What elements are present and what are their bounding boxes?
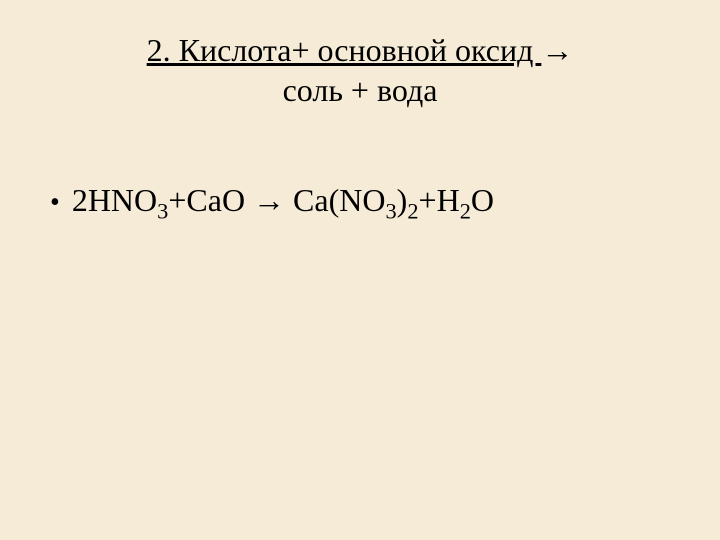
reactant2: CaO bbox=[186, 182, 245, 218]
plus2: + bbox=[419, 182, 437, 218]
coefficient: 2 bbox=[72, 182, 88, 218]
reactant1: HNO bbox=[88, 182, 157, 218]
title-line2: соль + вода bbox=[40, 70, 680, 110]
slide-container: 2. Кислота+ основной оксид → соль + вода… bbox=[0, 0, 720, 540]
product1-sub2: 2 bbox=[407, 198, 418, 223]
product2: H bbox=[437, 182, 460, 218]
product1: Ca(NO bbox=[293, 182, 385, 218]
reaction-arrow: → bbox=[253, 182, 285, 218]
bullet-marker: • bbox=[50, 185, 60, 221]
chemical-equation: 2HNO3+CaO → Ca(NO3)2+H2O bbox=[72, 180, 494, 222]
slide-title: 2. Кислота+ основной оксид → соль + вода bbox=[40, 30, 680, 110]
reactant1-subscript: 3 bbox=[157, 198, 168, 223]
plus1: + bbox=[168, 182, 186, 218]
title-line1: 2. Кислота+ основной оксид → bbox=[40, 30, 680, 70]
product1-sub1: 3 bbox=[385, 198, 396, 223]
product1-close: ) bbox=[397, 182, 408, 218]
title-arrow: → bbox=[541, 32, 573, 68]
slide-content: • 2HNO3+CaO → Ca(NO3)2+H2O bbox=[40, 180, 680, 222]
bullet-item: • 2HNO3+CaO → Ca(NO3)2+H2O bbox=[50, 180, 680, 222]
title-underlined-text: 2. Кислота+ основной оксид bbox=[147, 32, 542, 68]
product2-end: O bbox=[471, 182, 494, 218]
product2-sub: 2 bbox=[460, 198, 471, 223]
